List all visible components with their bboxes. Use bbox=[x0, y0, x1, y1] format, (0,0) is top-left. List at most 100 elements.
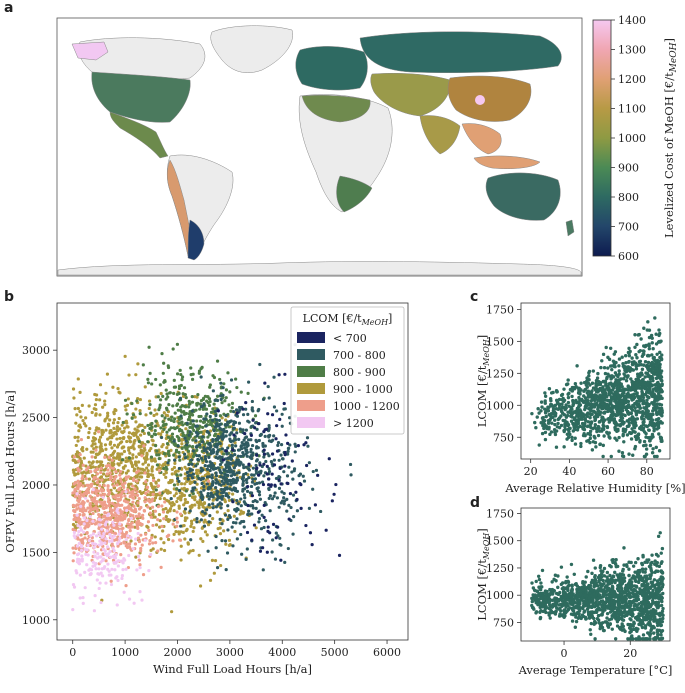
scatter-point bbox=[99, 466, 103, 470]
scatter-point bbox=[182, 509, 186, 514]
scatter-point bbox=[632, 429, 636, 434]
scatter-point bbox=[644, 343, 648, 348]
scatter-point bbox=[105, 513, 110, 518]
scatter-point bbox=[656, 600, 661, 605]
scatter-point bbox=[605, 611, 610, 616]
scatter-point bbox=[286, 441, 290, 445]
scatter-point bbox=[214, 478, 218, 482]
scatter-point bbox=[118, 473, 122, 477]
scatter-point bbox=[202, 417, 206, 421]
scatter-point bbox=[183, 436, 187, 440]
scatter-point bbox=[573, 436, 577, 440]
scatter-point bbox=[104, 581, 108, 585]
scatter-point bbox=[631, 403, 635, 408]
scatter-point bbox=[86, 490, 91, 495]
scatter-point bbox=[225, 452, 229, 456]
scatter-point bbox=[204, 407, 209, 411]
scatter-point bbox=[644, 452, 649, 456]
scatter-point bbox=[103, 510, 107, 515]
scatter-point bbox=[235, 431, 239, 435]
scatter-point bbox=[138, 590, 142, 594]
scatter-point bbox=[183, 465, 187, 469]
scatter-point bbox=[195, 482, 199, 486]
scatter-point bbox=[202, 484, 206, 489]
scatter-point bbox=[190, 395, 194, 399]
scatter-point bbox=[165, 430, 169, 434]
scatter-point bbox=[71, 491, 75, 495]
scatter-point bbox=[603, 389, 607, 394]
scatter-point bbox=[143, 500, 147, 504]
scatter-point bbox=[252, 523, 257, 527]
colorbar-tick-label: 1200 bbox=[618, 73, 646, 86]
scatter-point bbox=[175, 476, 180, 481]
scatter-point bbox=[201, 425, 205, 430]
scatter-point bbox=[555, 389, 559, 394]
scatter-point bbox=[631, 564, 636, 568]
scatter-point bbox=[140, 598, 144, 602]
scatter-point bbox=[235, 537, 239, 541]
scatter-point bbox=[568, 409, 573, 413]
scatter-point bbox=[76, 406, 80, 411]
scatter-point bbox=[147, 569, 151, 573]
scatter-point bbox=[243, 431, 247, 436]
scatter-point bbox=[134, 514, 138, 518]
scatter-point bbox=[178, 458, 182, 462]
scatter-point bbox=[650, 341, 654, 345]
scatter-point bbox=[281, 457, 285, 461]
scatter-point bbox=[283, 450, 287, 455]
scatter-point bbox=[171, 539, 175, 543]
scatter-point bbox=[237, 421, 242, 425]
scatter-point bbox=[543, 411, 548, 415]
scatter-point bbox=[146, 498, 150, 502]
scatter-point bbox=[650, 451, 655, 455]
scatter-point bbox=[584, 383, 589, 387]
scatter-point bbox=[586, 432, 590, 436]
scatter-point bbox=[172, 453, 176, 457]
scatter-point bbox=[151, 490, 156, 494]
scatter-point bbox=[131, 456, 135, 460]
legend-entry-label: 700 - 800 bbox=[333, 349, 386, 362]
scatter-point bbox=[287, 517, 291, 521]
scatter-point bbox=[246, 484, 250, 489]
scatter-point bbox=[158, 519, 162, 523]
scatter-point bbox=[160, 352, 164, 356]
scatter-point bbox=[155, 467, 159, 471]
scatter-point bbox=[218, 377, 222, 382]
scatter-point bbox=[550, 421, 554, 425]
scatter-point bbox=[109, 579, 113, 583]
scatter-point bbox=[592, 415, 597, 419]
scatter-point bbox=[105, 472, 109, 476]
scatter-point bbox=[135, 490, 139, 494]
scatter-point bbox=[633, 447, 637, 451]
scatter-point bbox=[299, 506, 303, 510]
scatter-point bbox=[109, 582, 114, 587]
scatter-point bbox=[651, 370, 655, 375]
africa-south bbox=[336, 175, 373, 213]
scatter-point bbox=[148, 402, 152, 407]
scatter-point bbox=[625, 399, 630, 404]
scatter-point bbox=[108, 471, 112, 475]
scatter-point bbox=[348, 462, 353, 467]
scatter-point bbox=[215, 510, 219, 514]
scatter-point bbox=[605, 405, 610, 410]
scatter-point bbox=[148, 538, 152, 543]
scatter-point bbox=[171, 404, 175, 408]
scatter-point bbox=[172, 426, 176, 430]
scatter-point bbox=[140, 454, 144, 458]
scatter-point bbox=[112, 549, 116, 553]
scatter-point bbox=[230, 406, 234, 410]
scatter-point bbox=[234, 480, 238, 485]
scatter-point bbox=[122, 499, 127, 503]
scatter-point bbox=[113, 477, 117, 481]
scatter-point bbox=[99, 470, 103, 475]
scatter-point bbox=[199, 456, 204, 460]
scatter-point bbox=[126, 397, 130, 401]
scatter-point bbox=[224, 418, 228, 422]
scatter-point bbox=[127, 518, 131, 523]
scatter-point bbox=[594, 383, 598, 387]
scatter-point bbox=[272, 405, 277, 409]
scatter-point bbox=[657, 328, 661, 332]
scatter-point bbox=[618, 412, 623, 416]
scatter-point bbox=[263, 434, 267, 438]
scatter-point bbox=[241, 483, 245, 487]
